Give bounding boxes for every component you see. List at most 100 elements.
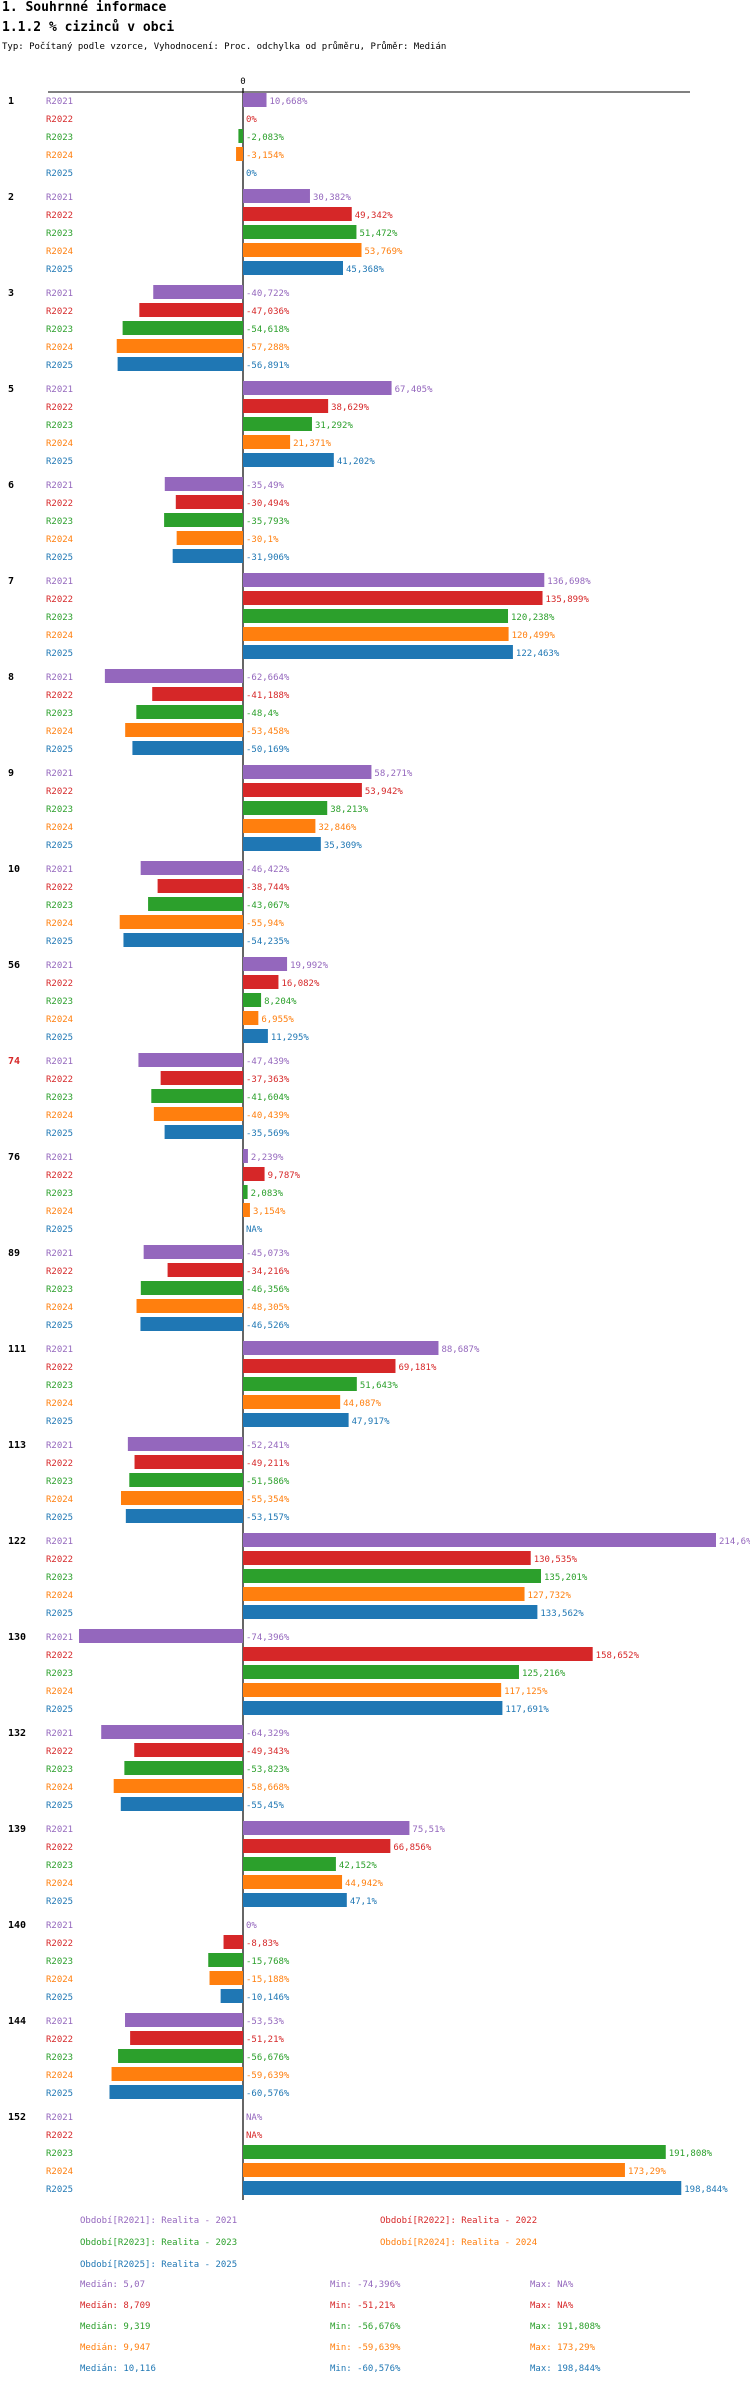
bar-7-R2023 xyxy=(243,609,509,623)
group-label-7: 7 xyxy=(8,576,14,587)
legend-item: Období[R2021]: Realita - 2021 xyxy=(80,2216,238,2226)
series-label: R2021 xyxy=(46,1057,73,1067)
zero-tick-label: 0 xyxy=(240,77,245,87)
series-label: R2025 xyxy=(46,1993,73,2003)
bar-7-R2024 xyxy=(243,627,509,641)
series-label: R2025 xyxy=(46,2185,73,2195)
series-label: R2021 xyxy=(46,577,73,587)
bar-2-R2021 xyxy=(243,189,310,203)
series-label: R2023 xyxy=(46,1285,73,1295)
value-label: -2,083% xyxy=(246,133,285,143)
bar-9-R2021 xyxy=(243,765,372,779)
bar-3-R2025 xyxy=(117,357,243,371)
bar-10-R2023 xyxy=(148,897,243,911)
value-label: -30,494% xyxy=(246,499,290,509)
bar-139-R2022 xyxy=(243,1839,391,1853)
series-label: R2024 xyxy=(46,1783,73,1793)
series-label: R2021 xyxy=(46,1249,73,1259)
bar-74-R2024 xyxy=(153,1107,243,1121)
series-label: R2023 xyxy=(46,1477,73,1487)
value-label: -47,036% xyxy=(246,307,290,317)
series-label: R2025 xyxy=(46,169,73,179)
group-label-144: 144 xyxy=(8,2016,26,2027)
series-label: R2021 xyxy=(46,1825,73,1835)
stat-min: Min: -56,676% xyxy=(330,2322,401,2332)
value-label: -35,793% xyxy=(246,517,290,527)
value-label: -55,354% xyxy=(246,1495,290,1505)
value-label: 11,295% xyxy=(271,1033,310,1043)
group-label-89: 89 xyxy=(8,1248,20,1259)
value-label: -43,067% xyxy=(246,901,290,911)
bar-2-R2023 xyxy=(243,225,357,239)
series-label: R2022 xyxy=(46,307,73,317)
bar-140-R2023 xyxy=(208,1953,243,1967)
series-label: R2025 xyxy=(46,2089,73,2099)
value-label: -51,586% xyxy=(246,1477,290,1487)
bar-113-R2023 xyxy=(129,1473,243,1487)
group-label-152: 152 xyxy=(8,2112,26,2123)
series-label: R2023 xyxy=(46,805,73,815)
bar-10-R2024 xyxy=(119,915,243,929)
series-label: R2022 xyxy=(46,1651,73,1661)
series-label: R2024 xyxy=(46,1879,73,1889)
value-label: 67,405% xyxy=(395,385,434,395)
bar-152-R2023 xyxy=(243,2145,666,2159)
series-label: R2023 xyxy=(46,1381,73,1391)
value-label: -50,169% xyxy=(246,745,290,755)
series-label: R2021 xyxy=(46,1441,73,1451)
bar-89-R2023 xyxy=(140,1281,243,1295)
bar-111-R2025 xyxy=(243,1413,349,1427)
series-label: R2023 xyxy=(46,1669,73,1679)
stat-min: Min: -59,639% xyxy=(330,2343,401,2353)
series-label: R2023 xyxy=(46,709,73,719)
series-label: R2024 xyxy=(46,1591,73,1601)
value-label: 191,808% xyxy=(669,2149,713,2159)
value-label: 42,152% xyxy=(339,1861,378,1871)
bar-132-R2021 xyxy=(101,1725,244,1739)
series-label: R2024 xyxy=(46,535,73,545)
bar-8-R2021 xyxy=(104,669,244,683)
bar-7-R2022 xyxy=(243,591,543,605)
series-label: R2024 xyxy=(46,2071,73,2081)
page-title: 1.1.2 % cizinců v obci xyxy=(2,20,175,35)
value-label: -47,439% xyxy=(246,1057,290,1067)
stat-min: Min: -51,21% xyxy=(330,2301,396,2311)
series-label: R2022 xyxy=(46,499,73,509)
value-label: NA% xyxy=(246,2113,263,2123)
value-label: NA% xyxy=(246,2131,263,2141)
series-label: R2022 xyxy=(46,211,73,221)
group-label-111: 111 xyxy=(8,1344,26,1355)
bar-10-R2022 xyxy=(157,879,243,893)
series-label: R2025 xyxy=(46,1801,73,1811)
bar-5-R2024 xyxy=(243,435,291,449)
value-label: -51,21% xyxy=(246,2035,285,2045)
bar-6-R2025 xyxy=(172,549,243,563)
series-label: R2024 xyxy=(46,1111,73,1121)
series-label: R2021 xyxy=(46,1729,73,1739)
bar-56-R2021 xyxy=(243,957,288,971)
value-label: 198,844% xyxy=(684,2185,728,2195)
bar-2-R2022 xyxy=(243,207,352,221)
value-label: 75,51% xyxy=(412,1825,445,1835)
stat-max: Max: 198,844% xyxy=(530,2364,601,2374)
series-label: R2021 xyxy=(46,1537,73,1547)
bar-76-R2021 xyxy=(243,1149,248,1163)
group-label-9: 9 xyxy=(8,768,14,779)
series-label: R2023 xyxy=(46,133,73,143)
bar-139-R2023 xyxy=(243,1857,336,1871)
value-label: -57,288% xyxy=(246,343,290,353)
bar-122-R2022 xyxy=(243,1551,531,1565)
series-label: R2023 xyxy=(46,901,73,911)
bar-144-R2025 xyxy=(109,2085,243,2099)
value-label: -40,722% xyxy=(246,289,290,299)
series-label: R2025 xyxy=(46,361,73,371)
legend-item: Období[R2025]: Realita - 2025 xyxy=(80,2260,238,2270)
stat-max: Max: 191,808% xyxy=(530,2322,601,2332)
value-label: NA% xyxy=(246,1225,263,1235)
bar-113-R2022 xyxy=(134,1455,243,1469)
series-label: R2023 xyxy=(46,421,73,431)
group-label-8: 8 xyxy=(8,672,14,683)
value-label: -53,157% xyxy=(246,1513,290,1523)
value-label: -30,1% xyxy=(246,535,279,545)
series-label: R2024 xyxy=(46,1399,73,1409)
